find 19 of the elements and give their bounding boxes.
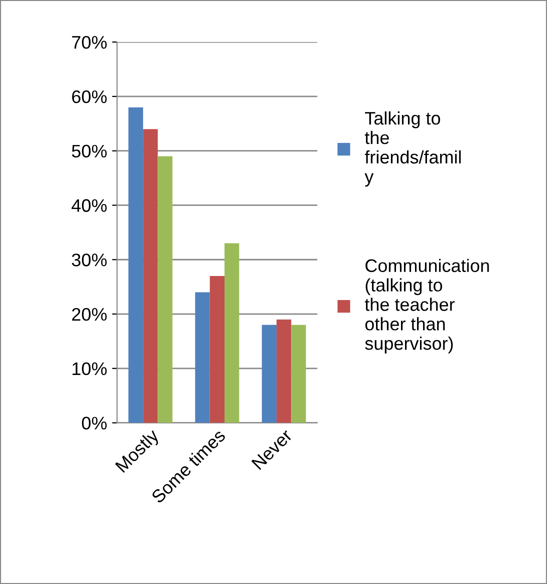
bar [291,324,306,423]
bar [195,292,210,423]
y-tick-label: 40% [72,199,107,212]
bar [128,107,144,423]
bar [210,276,224,423]
y-tick-label: 70% [72,36,107,49]
y-tick-label: 0% [82,416,107,430]
bar [262,324,277,423]
bar [158,156,172,423]
bar [143,129,158,423]
legend-label: Talking to the friends/family [364,111,461,187]
legend-label: Communication (talking to the teacher other than supervisor) [364,258,489,354]
y-tick-label: 60% [72,90,107,104]
y-tick-label: 30% [72,254,107,266]
y-tick-label: 10% [72,362,107,376]
bar [224,243,240,423]
bar [276,319,292,423]
y-tick-label: 20% [72,308,107,321]
y-tick-label: 50% [72,144,107,158]
